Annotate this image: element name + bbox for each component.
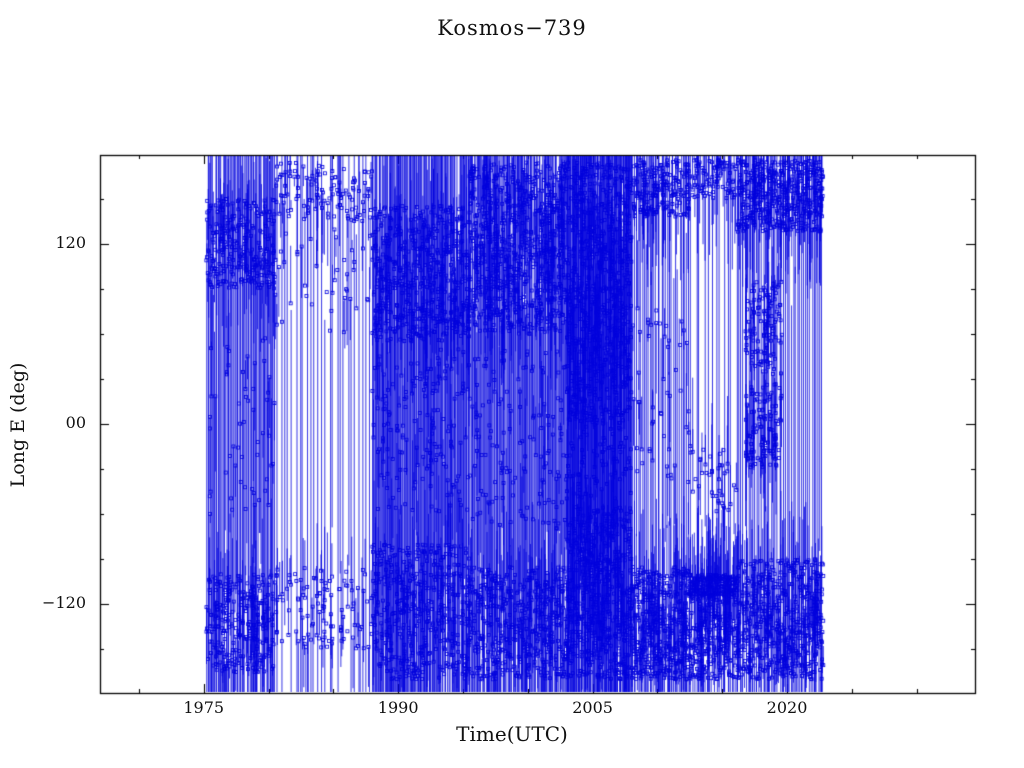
x-tick-label: 1990 <box>377 698 419 717</box>
x-tick-label: 1975 <box>183 698 225 717</box>
x-tick-label: 2020 <box>766 698 808 717</box>
y-tick-label: −120 <box>42 593 86 613</box>
y-tick-label: 120 <box>55 232 86 252</box>
x-tick-labels: 1975 1990 2005 2020 <box>0 698 1024 720</box>
y-tick-label: 00 <box>65 413 86 432</box>
y-tick-labels: 120 00 −120 <box>0 0 92 768</box>
x-tick-label: 2005 <box>572 698 613 717</box>
x-axis-label: Time(UTC) <box>456 722 568 746</box>
